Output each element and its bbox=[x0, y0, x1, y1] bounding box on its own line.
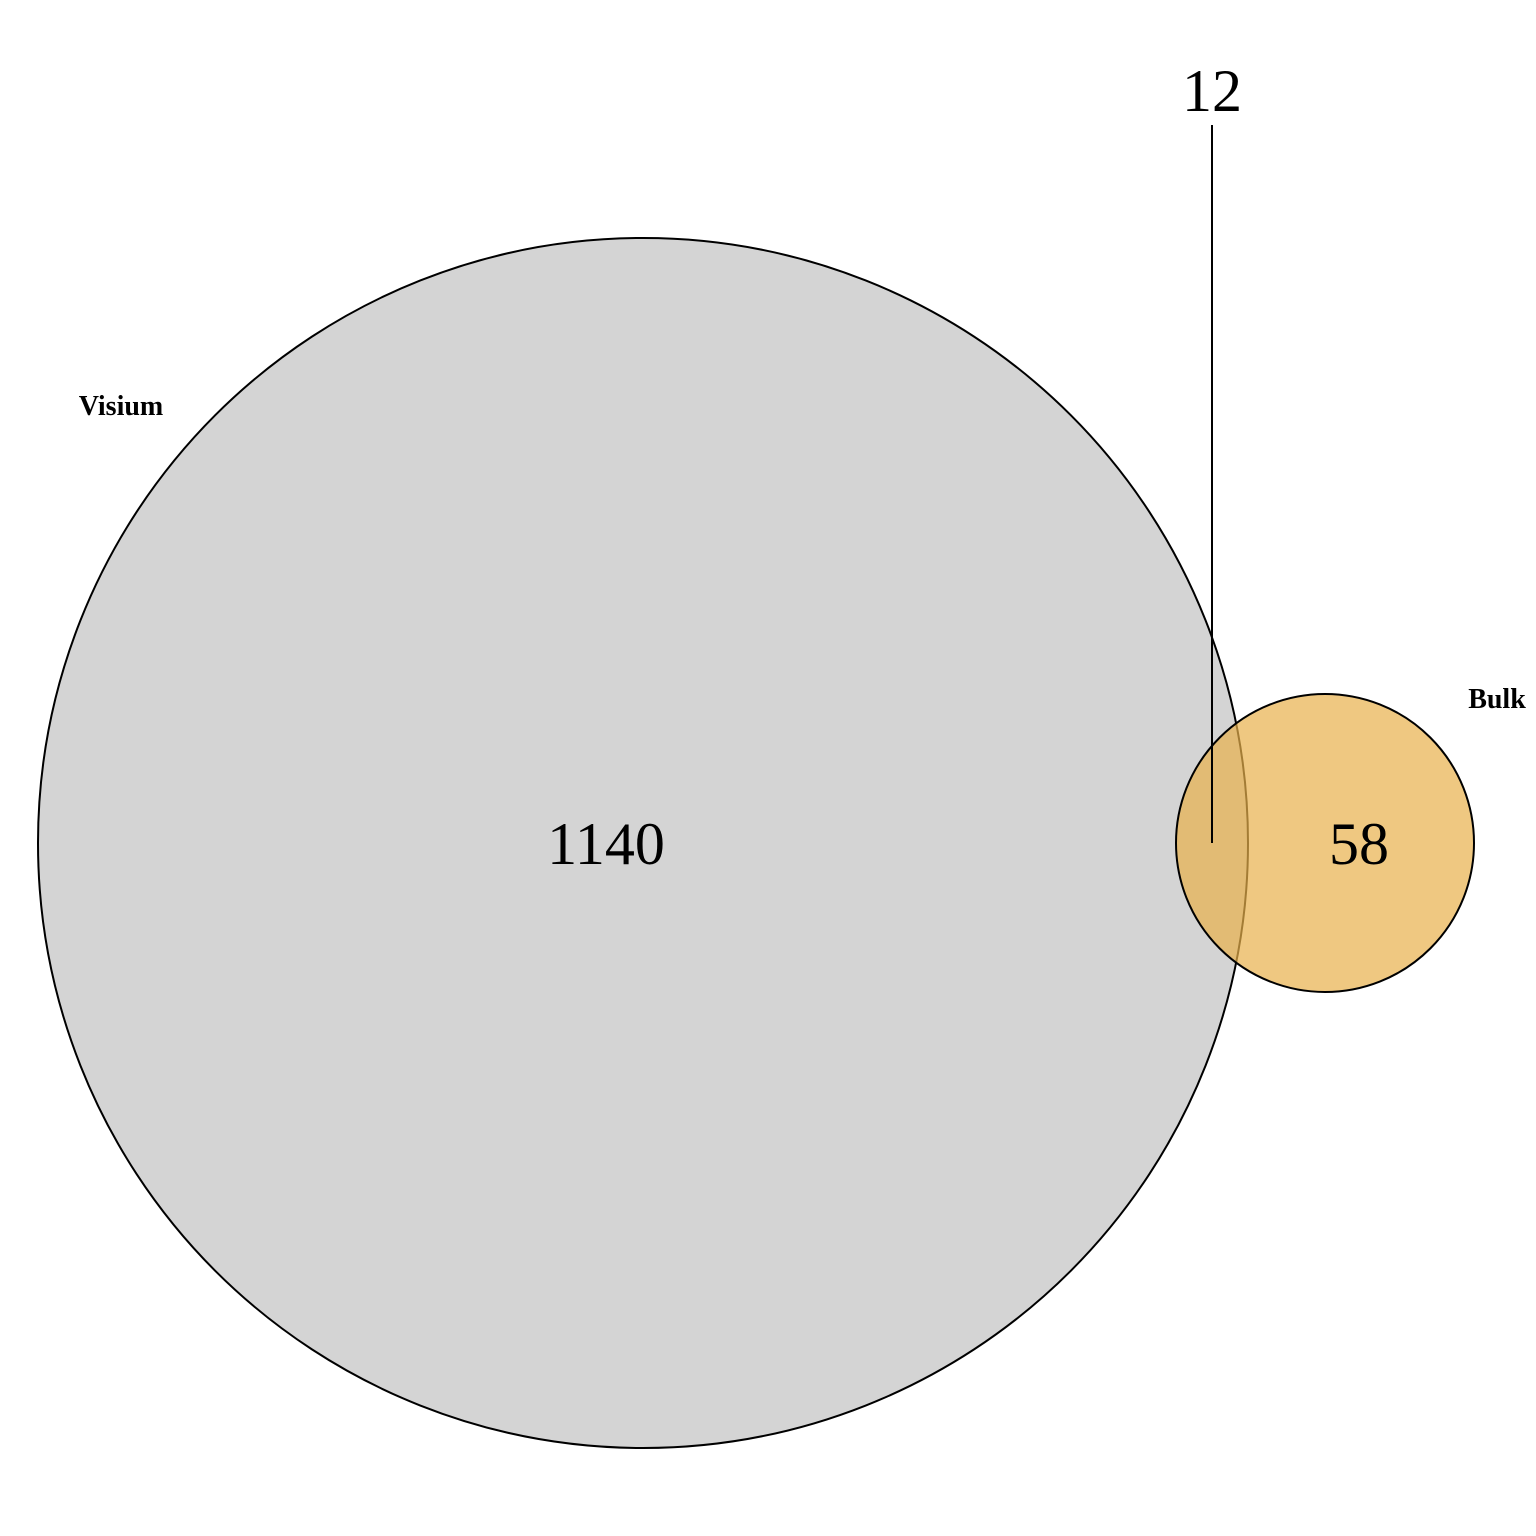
intersection-count: 12 bbox=[1182, 58, 1242, 124]
bulk-set-label: Bulk bbox=[1468, 684, 1526, 715]
visium-set-label: Visium bbox=[79, 391, 164, 422]
visium-only-count: 1140 bbox=[547, 811, 665, 877]
bulk-only-count: 58 bbox=[1329, 811, 1389, 877]
bulk-set-circle bbox=[1175, 693, 1475, 993]
